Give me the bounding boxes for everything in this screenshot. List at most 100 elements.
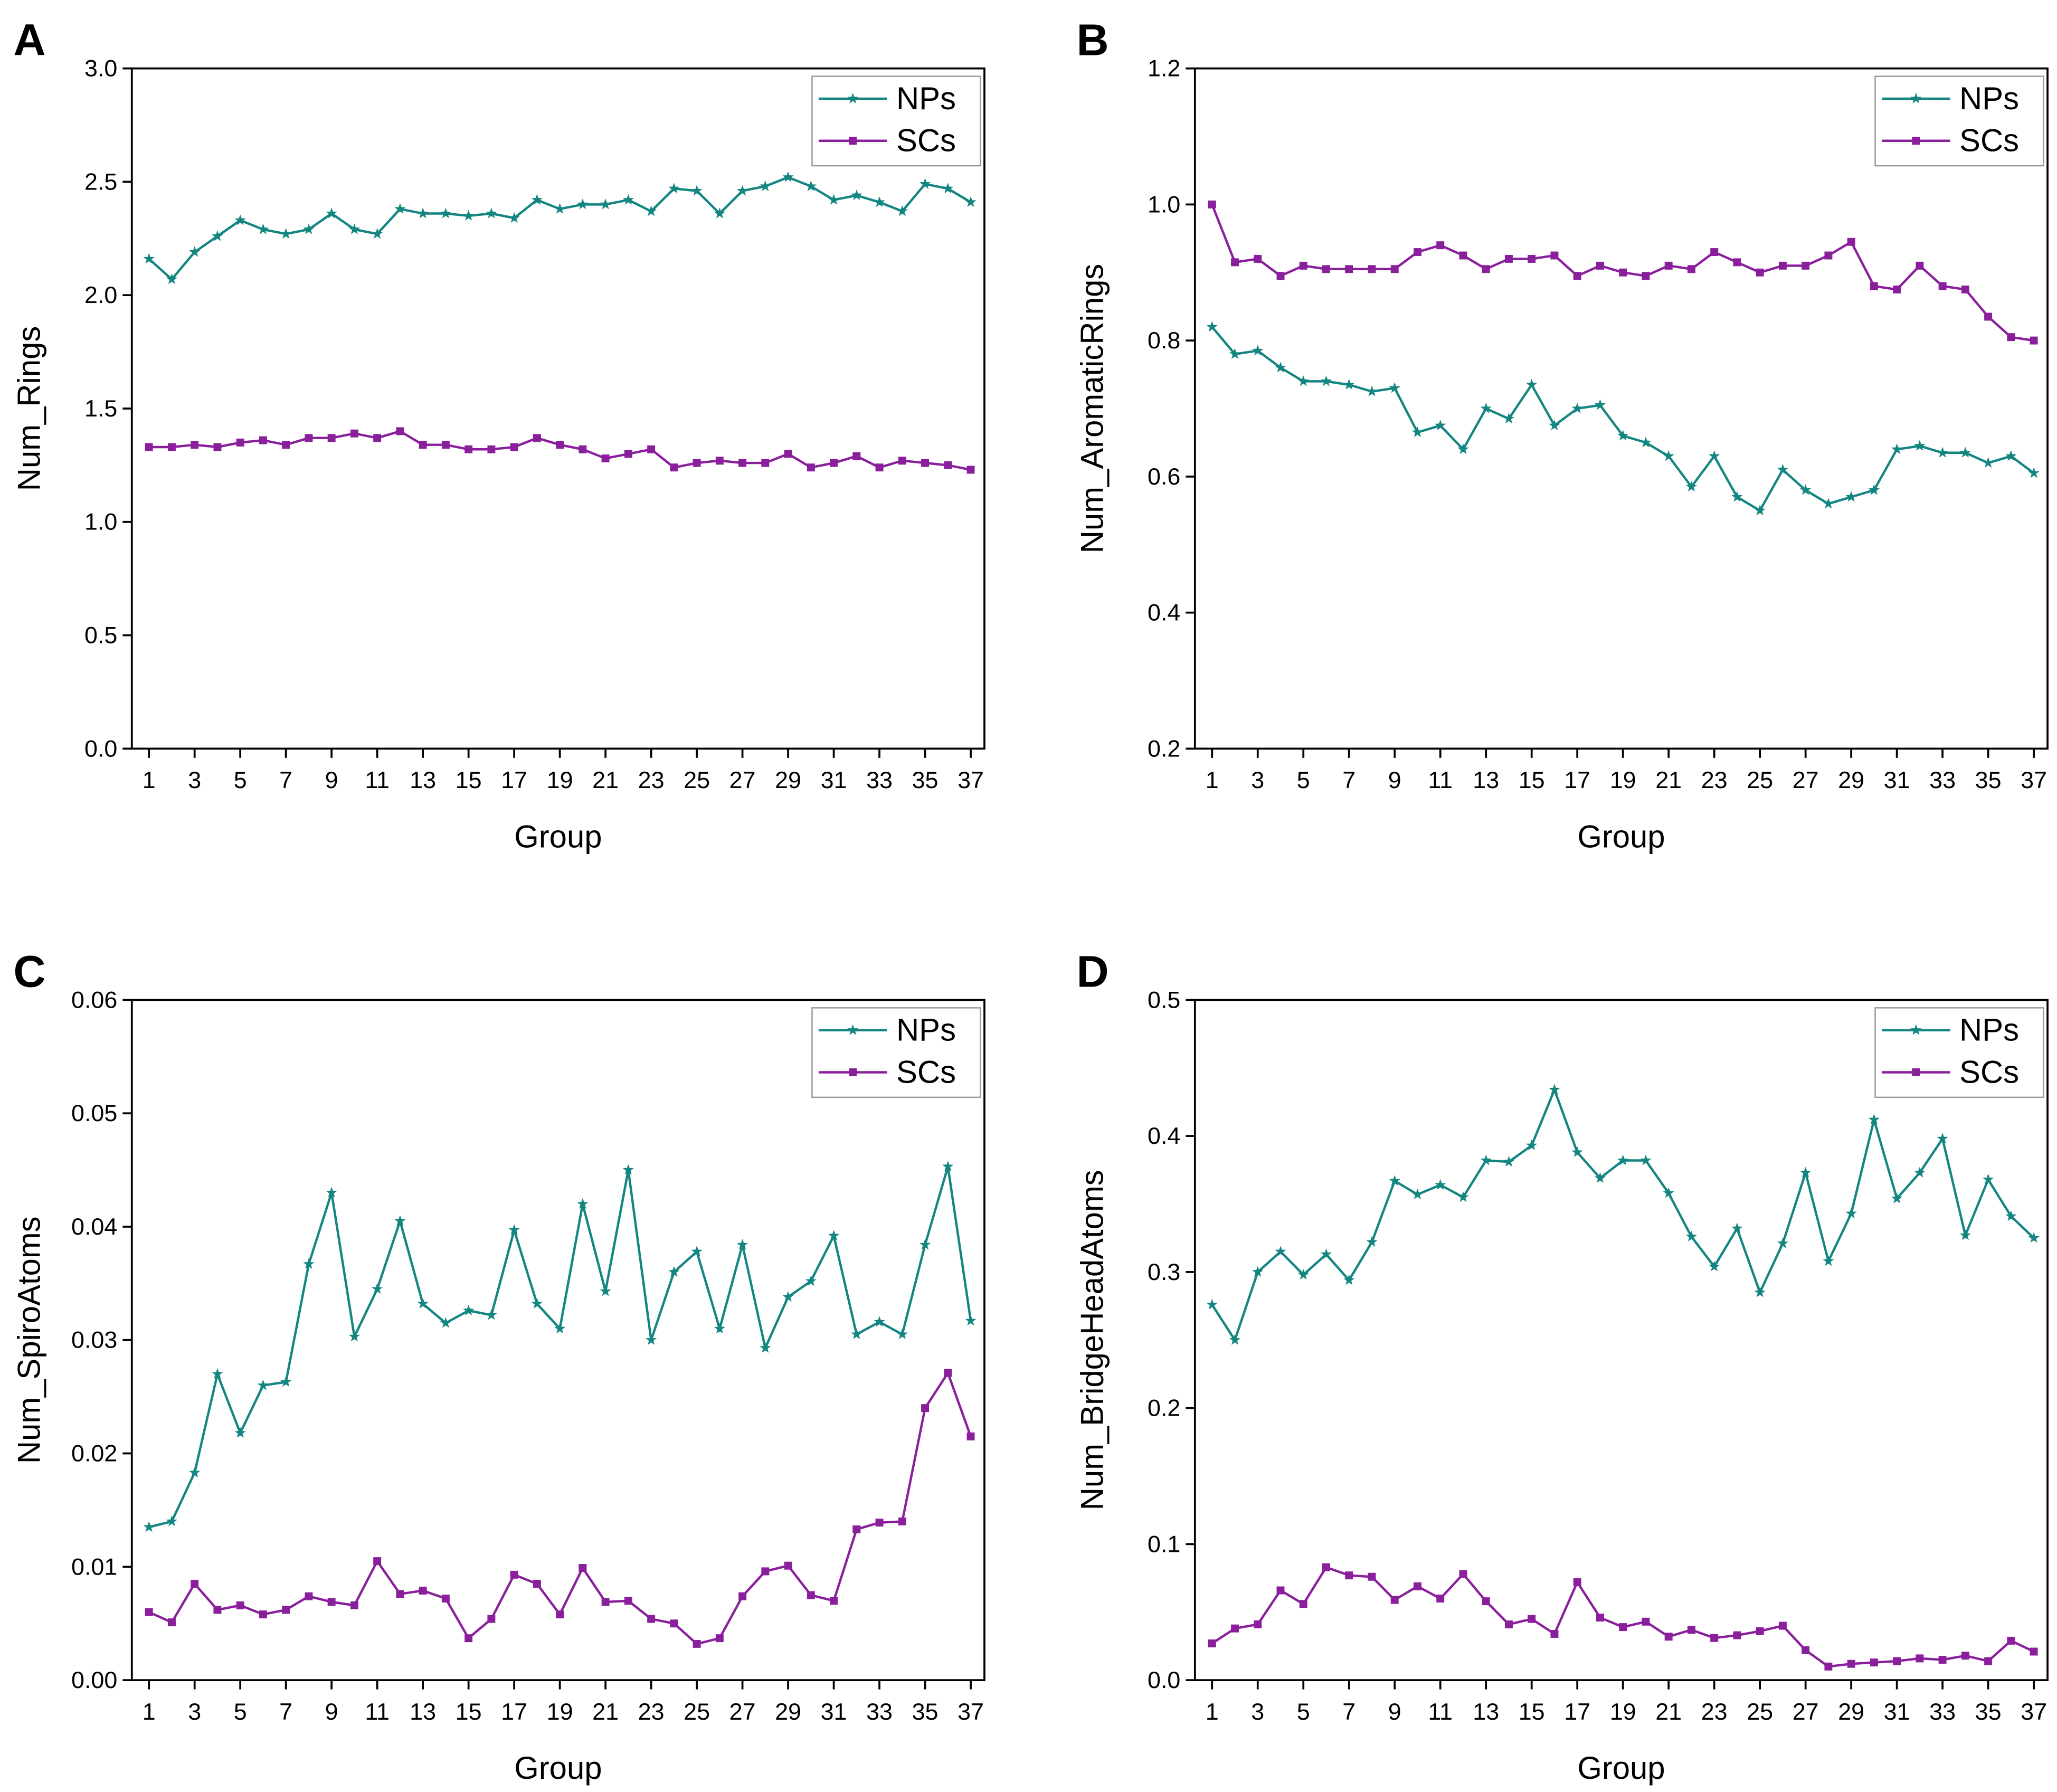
marker-star [828,1229,840,1241]
marker-square [1322,265,1330,273]
plot-frame [1193,67,2049,750]
marker-star [189,246,201,257]
x-tick-label: 15 [1519,1698,1545,1725]
marker-square [1390,265,1399,273]
marker-square [1664,1633,1673,1641]
marker-square [715,457,724,465]
y-tick-label: 0.8 [1148,327,1180,354]
x-tick-label: 17 [1564,766,1590,793]
marker-star [1275,1246,1286,1257]
marker-square [327,434,336,442]
marker-square [1802,1646,1810,1654]
marker-star [760,1342,771,1353]
marker-star [896,205,908,216]
marker-square [305,434,313,442]
marker-star [1503,1155,1515,1167]
y-tick-label: 2.5 [84,168,117,195]
x-tick-label: 29 [1838,766,1864,793]
x-tick-label: 15 [1519,766,1545,793]
x-tick-label: 1 [143,1698,156,1725]
marker-square [1916,1654,1924,1663]
y-tick-label: 0.0 [1148,1666,1180,1693]
marker-square [579,1564,587,1572]
legend-marker [849,1068,857,1076]
x-tick-label: 7 [1342,1698,1355,1725]
x-tick-label: 19 [547,766,573,793]
x-tick-label: 29 [775,766,801,793]
marker-star [1914,1167,1926,1178]
marker-square [259,1610,267,1619]
marker-star [965,196,977,207]
marker-square [191,441,199,449]
marker-square [944,1369,952,1377]
marker-square [624,1597,632,1605]
marker-square [1299,1600,1307,1608]
marker-square [167,1618,176,1627]
y-tick-label: 0.2 [1148,735,1180,762]
x-tick-label: 1 [1206,1698,1219,1725]
legend-box [811,75,981,167]
marker-star [2005,450,2017,461]
x-tick-label: 19 [1610,1698,1636,1725]
x-tick-label: 11 [1428,1698,1453,1725]
series-line [1211,326,2035,513]
x-axis-label: Group [1577,819,1665,854]
x-tick-label: 35 [912,766,939,793]
x-tick-label: 21 [1655,766,1682,793]
marker-square [966,1432,975,1440]
marker-star [371,227,383,239]
marker-square [191,1580,199,1588]
marker-star [851,1328,862,1340]
marker-square [2007,333,2015,342]
y-tick-label: 0.5 [1148,986,1180,1013]
marker-square [1459,251,1467,260]
marker-star [896,1328,908,1340]
x-tick-label: 27 [729,766,756,793]
marker-star [212,230,223,241]
marker-star [1914,440,1926,451]
x-tick-label: 15 [456,1698,482,1725]
marker-square [693,459,701,467]
x-tick-label: 33 [866,766,893,793]
marker-star [851,189,862,201]
marker-square [761,1567,770,1576]
marker-star [1777,1237,1789,1248]
marker-square [1733,1631,1741,1639]
marker-star [2005,1210,2017,1221]
x-tick-label: 31 [821,766,847,793]
marker-square [1916,261,1924,270]
marker-star [417,207,429,219]
marker-star [1206,321,1218,332]
marker-star [736,1239,748,1250]
marker-square [1345,265,1353,273]
x-tick-label: 35 [912,1698,939,1725]
marker-star [1366,385,1378,396]
marker-square [282,1606,290,1614]
marker-square [1619,268,1627,277]
marker-star [1777,463,1789,475]
legend-label: NPs [896,81,956,116]
marker-square [1436,1595,1445,1603]
marker-star [462,1304,475,1316]
marker-star [280,1376,292,1387]
x-tick-label: 29 [1838,1698,1864,1725]
x-tick-label: 23 [1701,1698,1728,1725]
marker-star [1617,430,1629,441]
marker-star [189,1466,201,1478]
series-line [148,176,972,281]
marker-square [647,445,656,453]
marker-star [234,1427,246,1438]
marker-square [305,1592,313,1600]
y-tick-label: 0.03 [71,1326,117,1353]
marker-square [1322,1563,1330,1571]
marker-star [805,1275,817,1286]
marker-square [601,1598,610,1606]
y-tick-label: 0.4 [1148,1122,1180,1149]
marker-square [784,450,792,458]
x-tick-label: 21 [1655,1698,1682,1725]
marker-square [875,1519,884,1527]
y-axis-label: Num_BridgeHeadAtoms [1074,1170,1110,1510]
marker-square [1984,312,1993,321]
x-tick-label: 9 [325,766,338,793]
marker-square [1870,1658,1878,1667]
